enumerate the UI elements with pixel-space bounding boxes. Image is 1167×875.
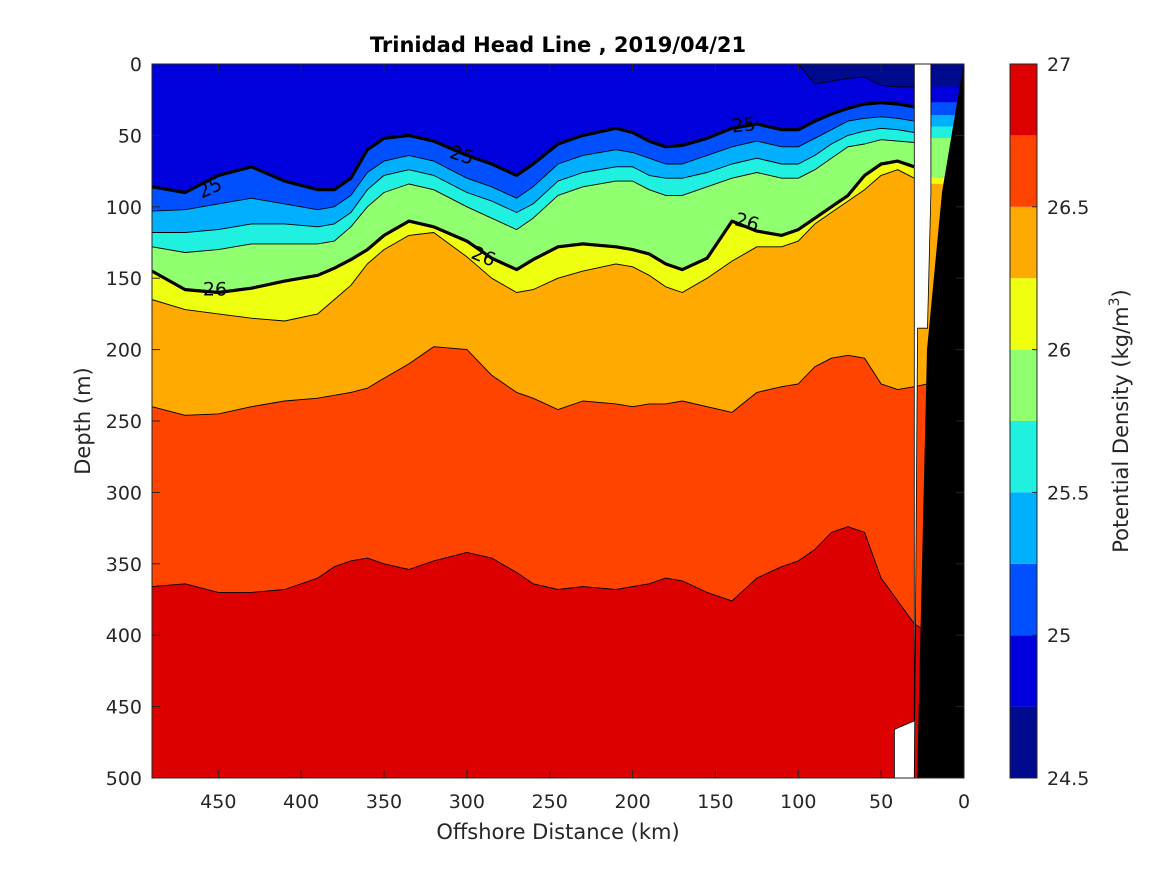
colorbar-swatch — [1010, 64, 1037, 136]
no-data-region — [894, 64, 932, 778]
colorbar-tick-label: 27 — [1047, 54, 1071, 76]
colorbar-swatch — [1010, 278, 1037, 350]
colorbar-label-text: Potential Density (kg/m — [1109, 306, 1133, 552]
colorbar-swatch — [1010, 563, 1037, 636]
isopycnal-bold-line — [152, 101, 928, 195]
y-tick-label: 350 — [106, 554, 142, 576]
y-tick-label: 150 — [106, 268, 142, 290]
y-tick-label: 250 — [106, 411, 142, 433]
y-tick-label: 0 — [130, 54, 142, 76]
y-axis-title: Depth (m) — [71, 367, 95, 474]
x-tick-label: 250 — [532, 791, 568, 813]
colorbar-swatch — [1010, 349, 1037, 421]
x-tick-label: 200 — [614, 791, 650, 813]
colorbar-label-superscript: 3 — [1107, 297, 1123, 306]
y-tick-label: 300 — [106, 482, 142, 504]
seafloor — [894, 64, 964, 778]
isopycnal-line — [152, 169, 928, 322]
colorbar-swatch — [1010, 206, 1037, 279]
y-tick-label: 400 — [106, 625, 142, 647]
y-tick-label: 500 — [106, 768, 142, 790]
contour-label: 26 — [203, 279, 227, 301]
x-tick-label: 300 — [449, 791, 485, 813]
x-axis: 450 400 350 300 250 200 150 100 50 0 — [200, 64, 970, 813]
x-tick-label: 0 — [958, 791, 970, 813]
colorbar-tick-label: 25.5 — [1047, 482, 1089, 504]
isopycnal-line — [152, 114, 928, 212]
isopycnal-line — [152, 346, 928, 416]
seafloor-bathymetry — [917, 64, 964, 778]
colorbar-frame — [1009, 63, 1038, 779]
chart-title: Trinidad Head Line , 2019/04/21 — [370, 33, 746, 57]
x-axis-title: Offshore Distance (km) — [436, 820, 679, 844]
isopycnal-lines — [152, 64, 929, 633]
isopycnal-bold-line — [152, 159, 929, 295]
isopycnal-line — [152, 64, 928, 88]
colorbar-tick-label: 25 — [1047, 625, 1071, 647]
x-tick-label: 150 — [697, 791, 733, 813]
isopycnal-line — [152, 126, 928, 233]
colorbar-tick-label: 26 — [1047, 340, 1071, 362]
x-tick-label: 50 — [869, 791, 893, 813]
colorbar-ticks: 24.5 25 25.5 26 26.5 27 — [1032, 54, 1089, 790]
y-tick-label: 100 — [106, 197, 142, 219]
colorbar-swatch — [1010, 421, 1037, 493]
isopycnal-line — [152, 526, 928, 633]
colorbar-tick-label: 26.5 — [1047, 197, 1089, 219]
x-tick-label: 100 — [780, 791, 816, 813]
colorbar-swatch — [1010, 706, 1037, 778]
x-tick-label: 450 — [200, 791, 236, 813]
isopycnal-line — [152, 137, 928, 253]
density-band — [152, 64, 964, 88]
y-tick-label: 200 — [106, 340, 142, 362]
contour-label: 25 — [730, 113, 756, 137]
colorbar-tick-label: 24.5 — [1047, 768, 1089, 790]
colorbar-swatch — [1010, 492, 1037, 564]
x-tick-label: 400 — [283, 791, 319, 813]
x-tick-label: 350 — [366, 791, 402, 813]
y-tick-label: 50 — [118, 125, 142, 147]
density-bands — [152, 64, 964, 778]
colorbar-swatches — [1010, 64, 1037, 778]
colorbar-label: Potential Density (kg/m3) — [1107, 289, 1133, 553]
y-tick-label: 450 — [106, 697, 142, 719]
colorbar-label-close: ) — [1109, 289, 1133, 297]
colorbar: 24.5 25 25.5 26 26.5 27 Potential Density (kg… — [1009, 54, 1133, 790]
y-axis: 0 50 100 150 200 250 300 350 400 450 500 — [106, 54, 964, 790]
colorbar-swatch — [1010, 135, 1037, 207]
colorbar-swatch — [1010, 635, 1037, 707]
